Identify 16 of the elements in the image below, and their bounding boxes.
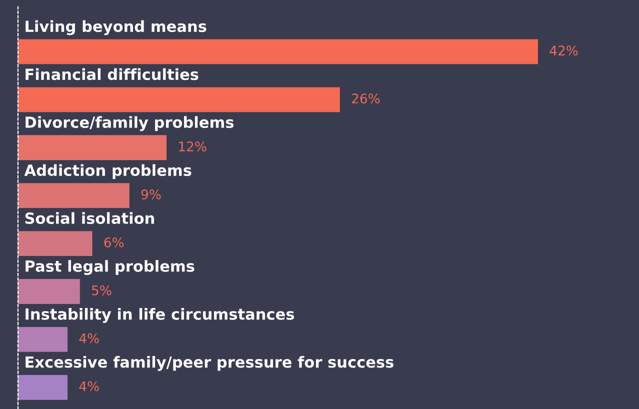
data-label: 42% [550, 46, 578, 56]
data-label: 5% [92, 285, 112, 296]
y-tick-label: Divorce/family problems [26, 116, 234, 132]
data-label: 12% [179, 141, 206, 152]
data-label: 4% [79, 333, 99, 344]
y-tick-label: Living beyond means [26, 20, 206, 36]
y-tick-label: Past legal problems [26, 260, 194, 275]
y-tick-label: Addiction problems [24, 164, 192, 179]
y-tick-label: Instability in life circumstances [26, 308, 294, 323]
data-label: 26% [352, 94, 380, 104]
data-label: 6% [104, 237, 124, 248]
data-label: 9% [141, 189, 161, 200]
y-tick-label: Social isolation [25, 212, 154, 224]
y-tick-label: Financial difficulties [26, 68, 198, 80]
data-label: 4% [79, 381, 99, 392]
y-tick-label: Excessive family/peer pressure for success [26, 356, 394, 371]
